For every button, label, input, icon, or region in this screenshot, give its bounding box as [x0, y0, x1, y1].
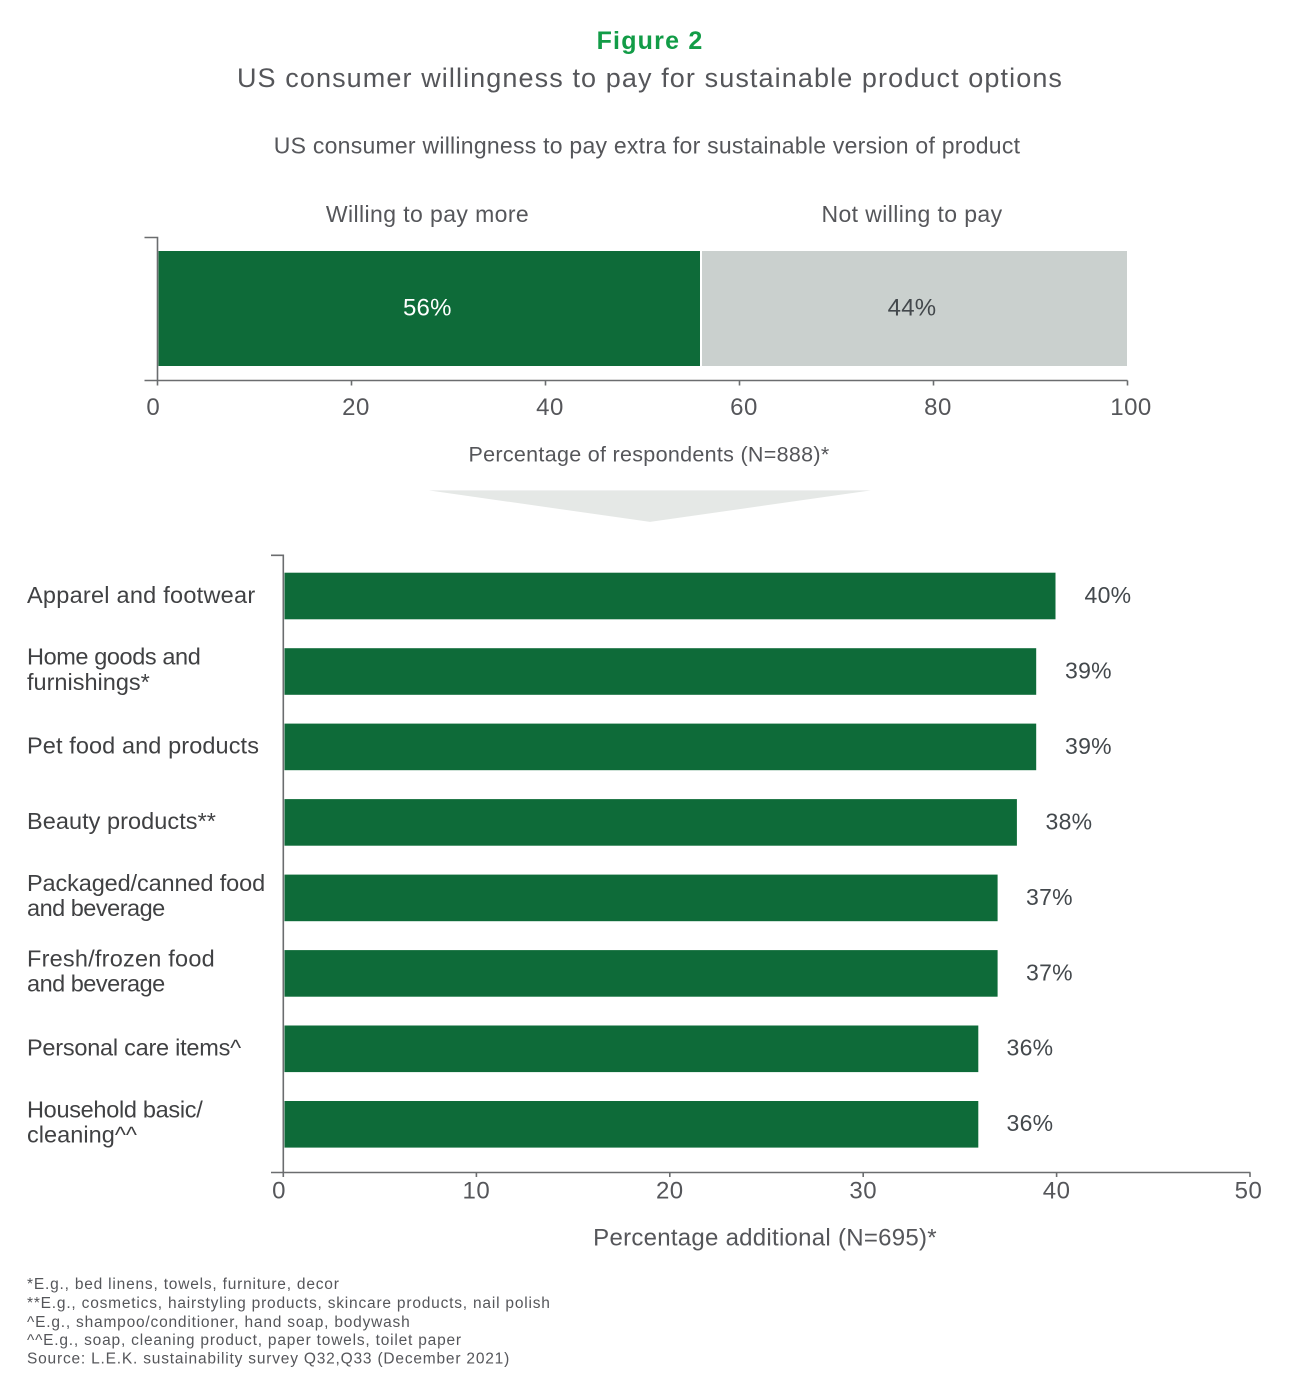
- svg-text:60: 60: [730, 394, 758, 421]
- svg-text:50: 50: [1235, 1178, 1263, 1205]
- svg-text:^E.g., shampoo/conditioner, ha: ^E.g., shampoo/conditioner, hand soap, b…: [27, 1314, 411, 1331]
- svg-text:40: 40: [1043, 1178, 1071, 1205]
- svg-text:10: 10: [463, 1178, 491, 1205]
- svg-text:*E.g., bed linens, towels, fur: *E.g., bed linens, towels, furniture, de…: [27, 1276, 340, 1293]
- svg-text:37%: 37%: [1026, 959, 1073, 985]
- svg-text:Figure 2: Figure 2: [597, 27, 704, 55]
- svg-text:**E.g., cosmetics, hairstyling: **E.g., cosmetics, hairstyling products,…: [27, 1295, 551, 1312]
- svg-text:Packaged/canned food: Packaged/canned food: [27, 870, 265, 896]
- svg-text:38%: 38%: [1046, 808, 1093, 834]
- svg-text:0: 0: [146, 394, 160, 421]
- svg-text:Pet food and products: Pet food and products: [27, 733, 259, 759]
- svg-text:37%: 37%: [1026, 884, 1073, 910]
- svg-text:56%: 56%: [403, 295, 452, 322]
- svg-text:39%: 39%: [1065, 733, 1112, 759]
- svg-text:80: 80: [924, 394, 952, 421]
- svg-text:39%: 39%: [1065, 657, 1112, 683]
- svg-text:44%: 44%: [888, 295, 937, 322]
- svg-text:furnishings*: furnishings*: [27, 669, 150, 695]
- svg-text:Beauty products**: Beauty products**: [27, 808, 216, 834]
- svg-text:Source: L.E.K. sustainability: Source: L.E.K. sustainability survey Q32…: [27, 1351, 510, 1368]
- svg-text:40%: 40%: [1085, 582, 1132, 608]
- svg-text:US consumer willingness to pay: US consumer willingness to pay for susta…: [237, 63, 1063, 93]
- svg-text:36%: 36%: [1007, 1035, 1054, 1061]
- svg-text:Personal care items^: Personal care items^: [27, 1035, 241, 1061]
- svg-text:Home goods and: Home goods and: [27, 644, 200, 670]
- svg-text:36%: 36%: [1007, 1110, 1054, 1136]
- svg-text:US consumer willingness to pay: US consumer willingness to pay extra for…: [274, 133, 1021, 159]
- svg-text:20: 20: [656, 1178, 684, 1205]
- svg-text:0: 0: [272, 1178, 286, 1205]
- svg-text:30: 30: [849, 1178, 877, 1205]
- svg-text:^^E.g., soap, cleaning product: ^^E.g., soap, cleaning product, paper to…: [27, 1332, 462, 1349]
- svg-text:cleaning^^: cleaning^^: [27, 1122, 137, 1148]
- svg-text:Percentage of respondents (N=8: Percentage of respondents (N=888)*: [469, 443, 830, 467]
- svg-text:and beverage: and beverage: [27, 971, 165, 997]
- svg-text:Apparel and footwear: Apparel and footwear: [27, 582, 255, 608]
- svg-text:and beverage: and beverage: [27, 895, 165, 921]
- svg-text:Not willing to pay: Not willing to pay: [821, 201, 1002, 227]
- svg-text:40: 40: [536, 394, 564, 421]
- svg-text:Willing to pay more: Willing to pay more: [326, 201, 529, 227]
- svg-text:Fresh/frozen food: Fresh/frozen food: [27, 945, 215, 971]
- svg-text:Household basic/: Household basic/: [27, 1096, 203, 1122]
- svg-text:20: 20: [342, 394, 370, 421]
- svg-text:Percentage additional (N=695)*: Percentage additional (N=695)*: [593, 1225, 937, 1252]
- svg-text:100: 100: [1110, 394, 1152, 421]
